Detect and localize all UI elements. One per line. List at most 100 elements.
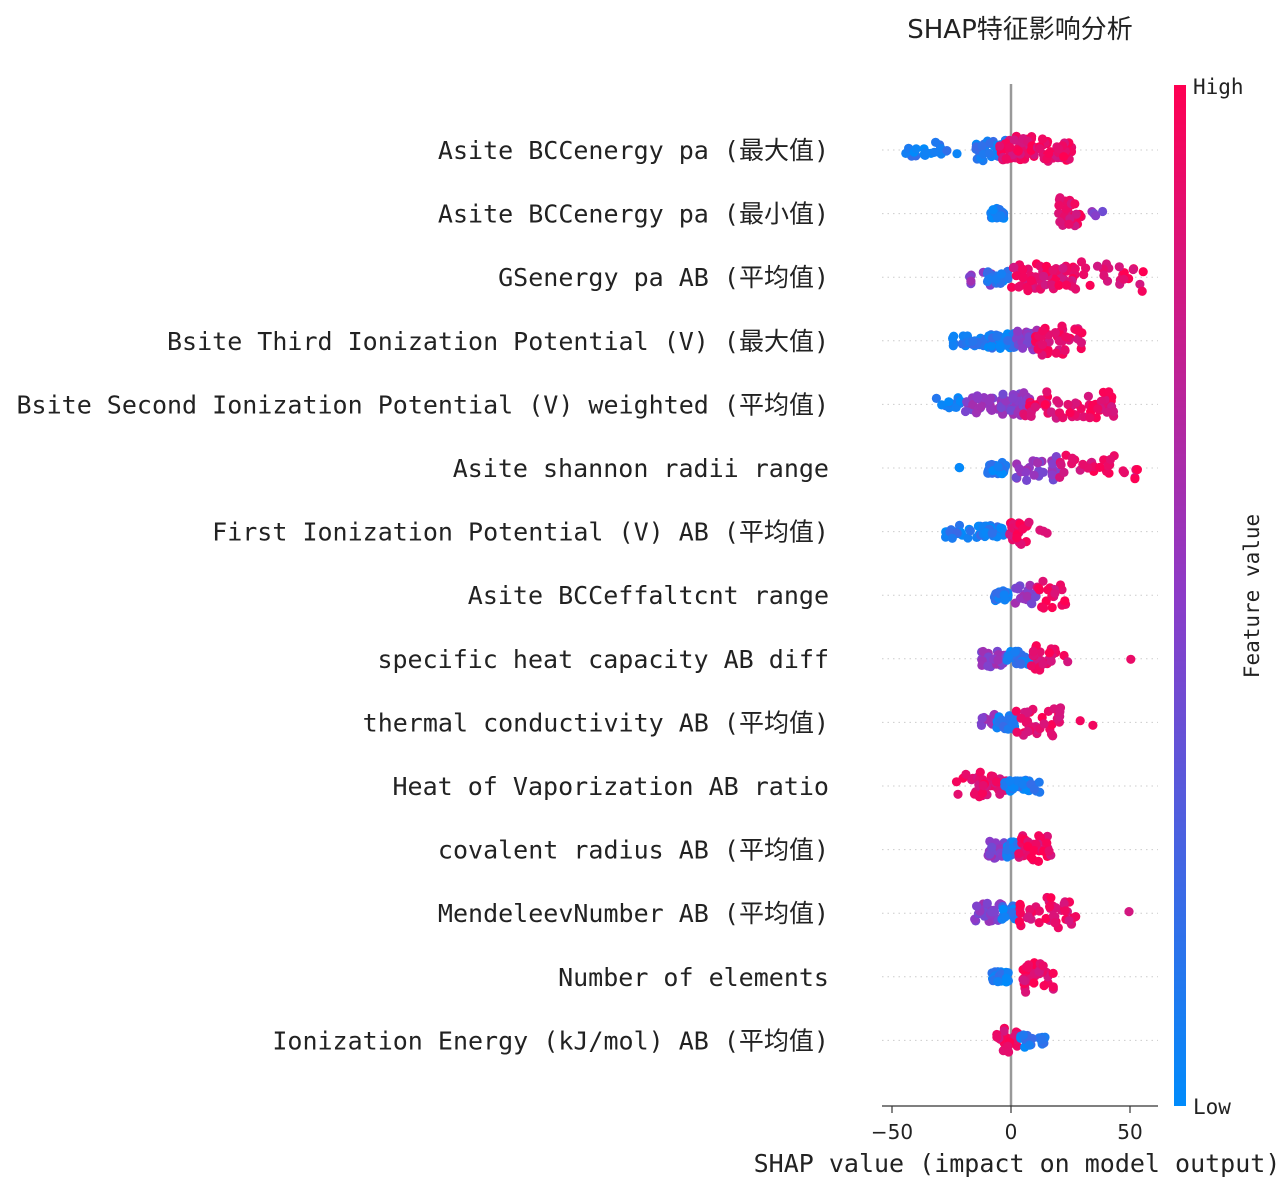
shap-point bbox=[1119, 274, 1129, 284]
shap-point bbox=[1096, 396, 1106, 406]
shap-point bbox=[1046, 656, 1056, 666]
shap-point bbox=[1038, 467, 1048, 477]
shap-point bbox=[966, 276, 976, 286]
shap-point bbox=[1033, 856, 1044, 867]
shap-point bbox=[1076, 338, 1086, 348]
shap-point bbox=[963, 533, 973, 543]
shap-point bbox=[1018, 264, 1028, 274]
shap-point bbox=[1070, 398, 1081, 408]
shap-point bbox=[1034, 831, 1044, 841]
shap-point bbox=[977, 713, 987, 723]
shap-point bbox=[1119, 468, 1129, 478]
shap-point bbox=[1055, 707, 1065, 717]
shap-point bbox=[1040, 400, 1050, 410]
shap-point bbox=[1019, 388, 1029, 398]
shap-point bbox=[960, 406, 971, 417]
shap-point bbox=[987, 842, 997, 852]
shap-point bbox=[1034, 906, 1044, 916]
shap-point bbox=[983, 274, 994, 285]
shap-point bbox=[1018, 779, 1028, 790]
shap-point bbox=[1128, 264, 1138, 275]
shap-point bbox=[965, 526, 976, 536]
shap-point bbox=[937, 400, 947, 410]
shap-point bbox=[1060, 345, 1070, 356]
shap-point bbox=[995, 789, 1005, 799]
shap-point bbox=[1051, 348, 1061, 358]
shap-point bbox=[1054, 408, 1065, 418]
shap-point bbox=[1048, 459, 1058, 469]
colorbar-gradient bbox=[1174, 85, 1186, 1106]
feature-label: Asite BCCenergy pa (最大值) bbox=[438, 136, 829, 165]
shap-point bbox=[973, 393, 983, 403]
shap-point bbox=[1050, 588, 1060, 598]
shap-point bbox=[1008, 718, 1018, 728]
shap-point bbox=[1023, 726, 1033, 737]
shap-point bbox=[1059, 467, 1069, 477]
shap-point bbox=[1038, 659, 1048, 669]
shap-point bbox=[976, 402, 986, 412]
shap-point bbox=[1067, 453, 1077, 463]
shap-point bbox=[1007, 282, 1017, 292]
shap-point bbox=[1091, 413, 1101, 423]
feature-label: thermal conductivity AB (平均值) bbox=[363, 708, 829, 737]
shap-point bbox=[1015, 900, 1025, 911]
shap-point bbox=[1022, 282, 1032, 292]
feature-label: Ionization Energy (kJ/mol) AB (平均值) bbox=[272, 1026, 829, 1055]
feature-label: Bsite Third Ionization Potential (V) (最大… bbox=[167, 327, 829, 356]
shap-point bbox=[1014, 849, 1024, 859]
x-tick-label: 0 bbox=[1005, 1120, 1018, 1144]
shap-point bbox=[1008, 907, 1018, 918]
shap-point bbox=[1075, 716, 1085, 726]
shap-point bbox=[993, 655, 1003, 665]
shap-point bbox=[1026, 411, 1036, 421]
shap-point bbox=[1078, 459, 1088, 469]
shap-point bbox=[1034, 777, 1044, 787]
shap-point bbox=[1130, 474, 1140, 484]
shap-point bbox=[1016, 713, 1026, 723]
shap-point bbox=[1005, 776, 1015, 786]
shap-point bbox=[951, 777, 962, 787]
feature-label: Bsite Second Ionization Potential (V) we… bbox=[16, 390, 829, 419]
shap-point bbox=[1013, 146, 1023, 156]
shap-point bbox=[1046, 729, 1057, 739]
shap-point bbox=[1031, 592, 1041, 602]
shap-point bbox=[998, 904, 1008, 915]
shap-point bbox=[1099, 270, 1109, 281]
shap-point bbox=[1034, 583, 1044, 593]
feature-label: Heat of Vaporization AB ratio bbox=[393, 772, 830, 801]
shap-point bbox=[1001, 154, 1011, 164]
shap-point bbox=[968, 336, 978, 346]
feature-label: Asite BCCeffaltcnt range bbox=[468, 581, 829, 610]
shap-point bbox=[986, 404, 996, 414]
shap-point bbox=[1009, 135, 1019, 145]
shap-point bbox=[1008, 393, 1018, 403]
shap-point bbox=[988, 205, 998, 215]
shap-point bbox=[1050, 918, 1060, 928]
shap-point bbox=[1046, 893, 1056, 903]
shap-point bbox=[978, 780, 988, 791]
shap-point bbox=[997, 469, 1007, 479]
shap-point bbox=[1012, 727, 1022, 737]
shap-point bbox=[985, 138, 995, 148]
shap-point bbox=[921, 147, 931, 157]
shap-point bbox=[1137, 286, 1147, 296]
shap-point bbox=[982, 898, 992, 909]
feature-label: MendeleevNumber AB (平均值) bbox=[438, 899, 829, 928]
shap-point bbox=[1039, 981, 1049, 991]
shap-point bbox=[990, 907, 1000, 917]
shap-point bbox=[1013, 326, 1023, 336]
shap-point bbox=[1057, 321, 1067, 331]
shap-point bbox=[1035, 525, 1045, 535]
shap-point bbox=[1065, 408, 1075, 418]
shap-point bbox=[1026, 275, 1036, 286]
shap-point bbox=[1004, 1047, 1014, 1057]
shap-point bbox=[1048, 265, 1058, 275]
shap-point bbox=[995, 141, 1005, 151]
feature-label: Asite shannon radii range bbox=[453, 454, 829, 483]
shap-point bbox=[1021, 987, 1031, 997]
shap-point bbox=[1063, 399, 1073, 410]
shap-point bbox=[1029, 470, 1039, 480]
shap-point bbox=[1025, 580, 1035, 590]
shap-point bbox=[1016, 658, 1026, 669]
shap-point bbox=[1061, 280, 1071, 290]
